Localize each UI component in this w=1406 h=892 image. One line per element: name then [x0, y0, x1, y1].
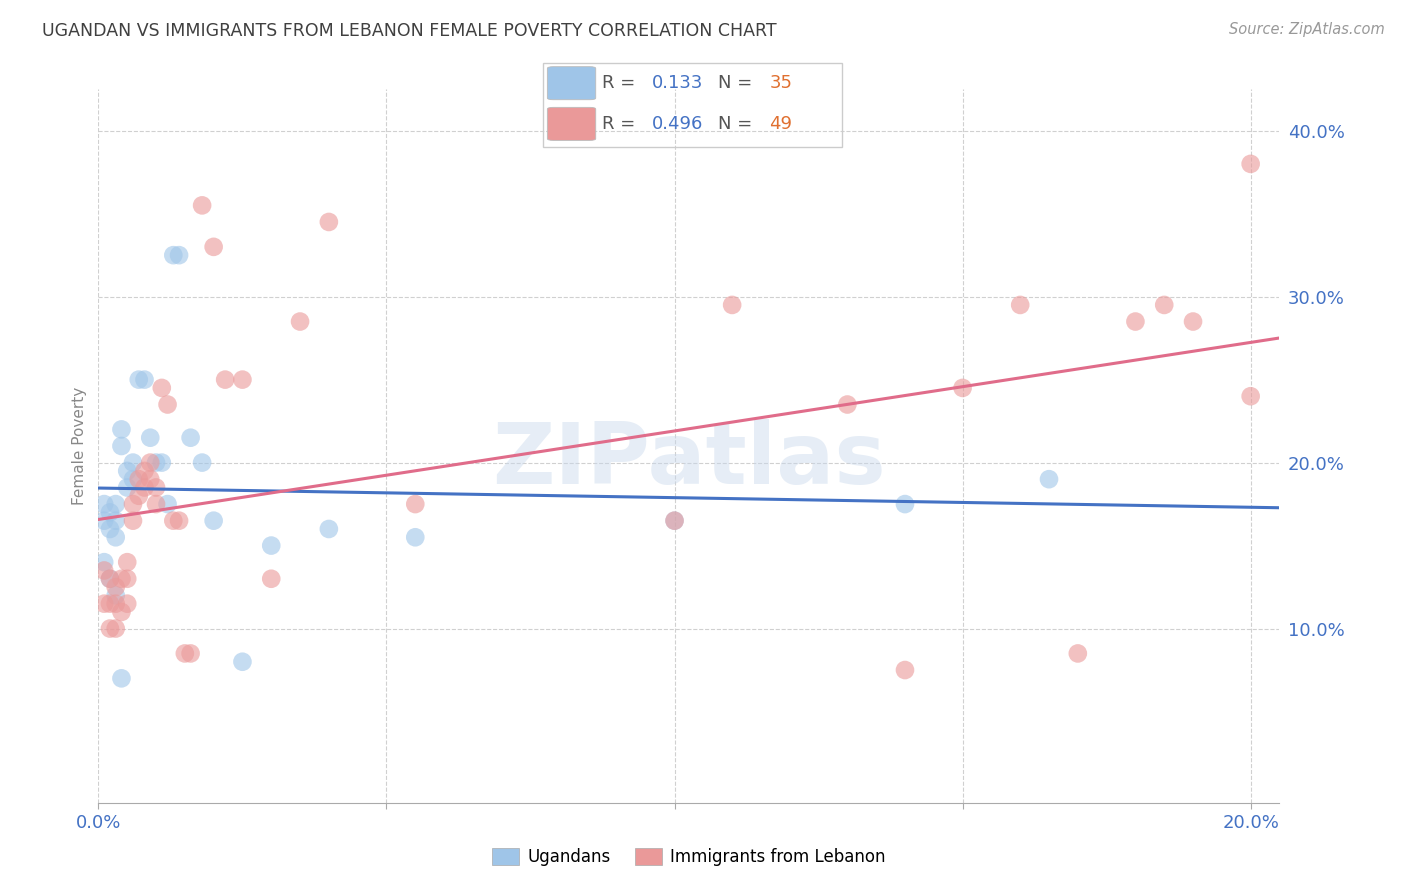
- Point: [122, 456, 145, 470]
- FancyBboxPatch shape: [547, 107, 596, 140]
- Point: [1240, 157, 1263, 171]
- Point: [93, 555, 115, 569]
- Text: N =: N =: [718, 115, 752, 133]
- Point: [167, 248, 190, 262]
- FancyBboxPatch shape: [547, 67, 596, 100]
- Point: [110, 605, 132, 619]
- Point: [104, 597, 127, 611]
- Point: [93, 514, 115, 528]
- Point: [115, 481, 138, 495]
- Point: [93, 597, 115, 611]
- Text: Source: ZipAtlas.com: Source: ZipAtlas.com: [1229, 22, 1385, 37]
- Point: [404, 530, 426, 544]
- Y-axis label: Female Poverty: Female Poverty: [72, 387, 87, 505]
- Text: 0.133: 0.133: [651, 74, 703, 92]
- Point: [134, 373, 156, 387]
- Point: [1010, 298, 1032, 312]
- Point: [110, 439, 132, 453]
- Point: [404, 497, 426, 511]
- Point: [180, 647, 202, 661]
- Point: [122, 497, 145, 511]
- Point: [115, 572, 138, 586]
- Point: [231, 655, 253, 669]
- Point: [98, 572, 121, 586]
- Point: [134, 464, 156, 478]
- Text: UGANDAN VS IMMIGRANTS FROM LEBANON FEMALE POVERTY CORRELATION CHART: UGANDAN VS IMMIGRANTS FROM LEBANON FEMAL…: [42, 22, 776, 40]
- Point: [93, 497, 115, 511]
- Point: [104, 530, 127, 544]
- Point: [318, 522, 340, 536]
- Point: [191, 456, 214, 470]
- Point: [162, 514, 184, 528]
- Text: R =: R =: [602, 74, 636, 92]
- Point: [128, 373, 150, 387]
- Point: [110, 572, 132, 586]
- Point: [162, 248, 184, 262]
- Point: [139, 456, 162, 470]
- Text: 35: 35: [769, 74, 793, 92]
- Point: [139, 472, 162, 486]
- Point: [98, 622, 121, 636]
- Point: [894, 663, 917, 677]
- Point: [1125, 314, 1147, 328]
- Point: [98, 572, 121, 586]
- Point: [150, 381, 173, 395]
- Point: [145, 481, 167, 495]
- Point: [231, 373, 253, 387]
- Point: [104, 622, 127, 636]
- Point: [115, 464, 138, 478]
- Text: 49: 49: [769, 115, 793, 133]
- Point: [260, 539, 283, 553]
- Point: [173, 647, 195, 661]
- Point: [122, 472, 145, 486]
- Text: R =: R =: [602, 115, 636, 133]
- Legend: Ugandans, Immigrants from Lebanon: Ugandans, Immigrants from Lebanon: [485, 841, 893, 873]
- Point: [128, 472, 150, 486]
- Point: [318, 215, 340, 229]
- Point: [288, 314, 311, 328]
- Point: [98, 597, 121, 611]
- Point: [664, 514, 686, 528]
- Text: ZIPatlas: ZIPatlas: [492, 418, 886, 502]
- Point: [110, 422, 132, 436]
- Point: [139, 431, 162, 445]
- Point: [156, 497, 179, 511]
- Point: [1240, 389, 1263, 403]
- Text: 0.496: 0.496: [651, 115, 703, 133]
- Text: N =: N =: [718, 74, 752, 92]
- Point: [145, 497, 167, 511]
- Point: [260, 572, 283, 586]
- Point: [1067, 647, 1090, 661]
- Point: [894, 497, 917, 511]
- Point: [122, 514, 145, 528]
- Point: [98, 505, 121, 519]
- Point: [664, 514, 686, 528]
- Point: [167, 514, 190, 528]
- Point: [104, 580, 127, 594]
- Point: [115, 597, 138, 611]
- Point: [145, 456, 167, 470]
- Point: [721, 298, 744, 312]
- Point: [1153, 298, 1175, 312]
- Point: [128, 489, 150, 503]
- Point: [110, 671, 132, 685]
- Point: [93, 564, 115, 578]
- Point: [202, 514, 225, 528]
- Point: [952, 381, 974, 395]
- Point: [156, 397, 179, 411]
- Point: [104, 514, 127, 528]
- Point: [837, 397, 859, 411]
- Point: [1038, 472, 1060, 486]
- Point: [98, 522, 121, 536]
- Point: [104, 588, 127, 602]
- Point: [104, 497, 127, 511]
- Point: [150, 456, 173, 470]
- Point: [180, 431, 202, 445]
- Point: [191, 198, 214, 212]
- Point: [115, 555, 138, 569]
- Point: [202, 240, 225, 254]
- Point: [214, 373, 236, 387]
- Point: [1182, 314, 1205, 328]
- Point: [134, 481, 156, 495]
